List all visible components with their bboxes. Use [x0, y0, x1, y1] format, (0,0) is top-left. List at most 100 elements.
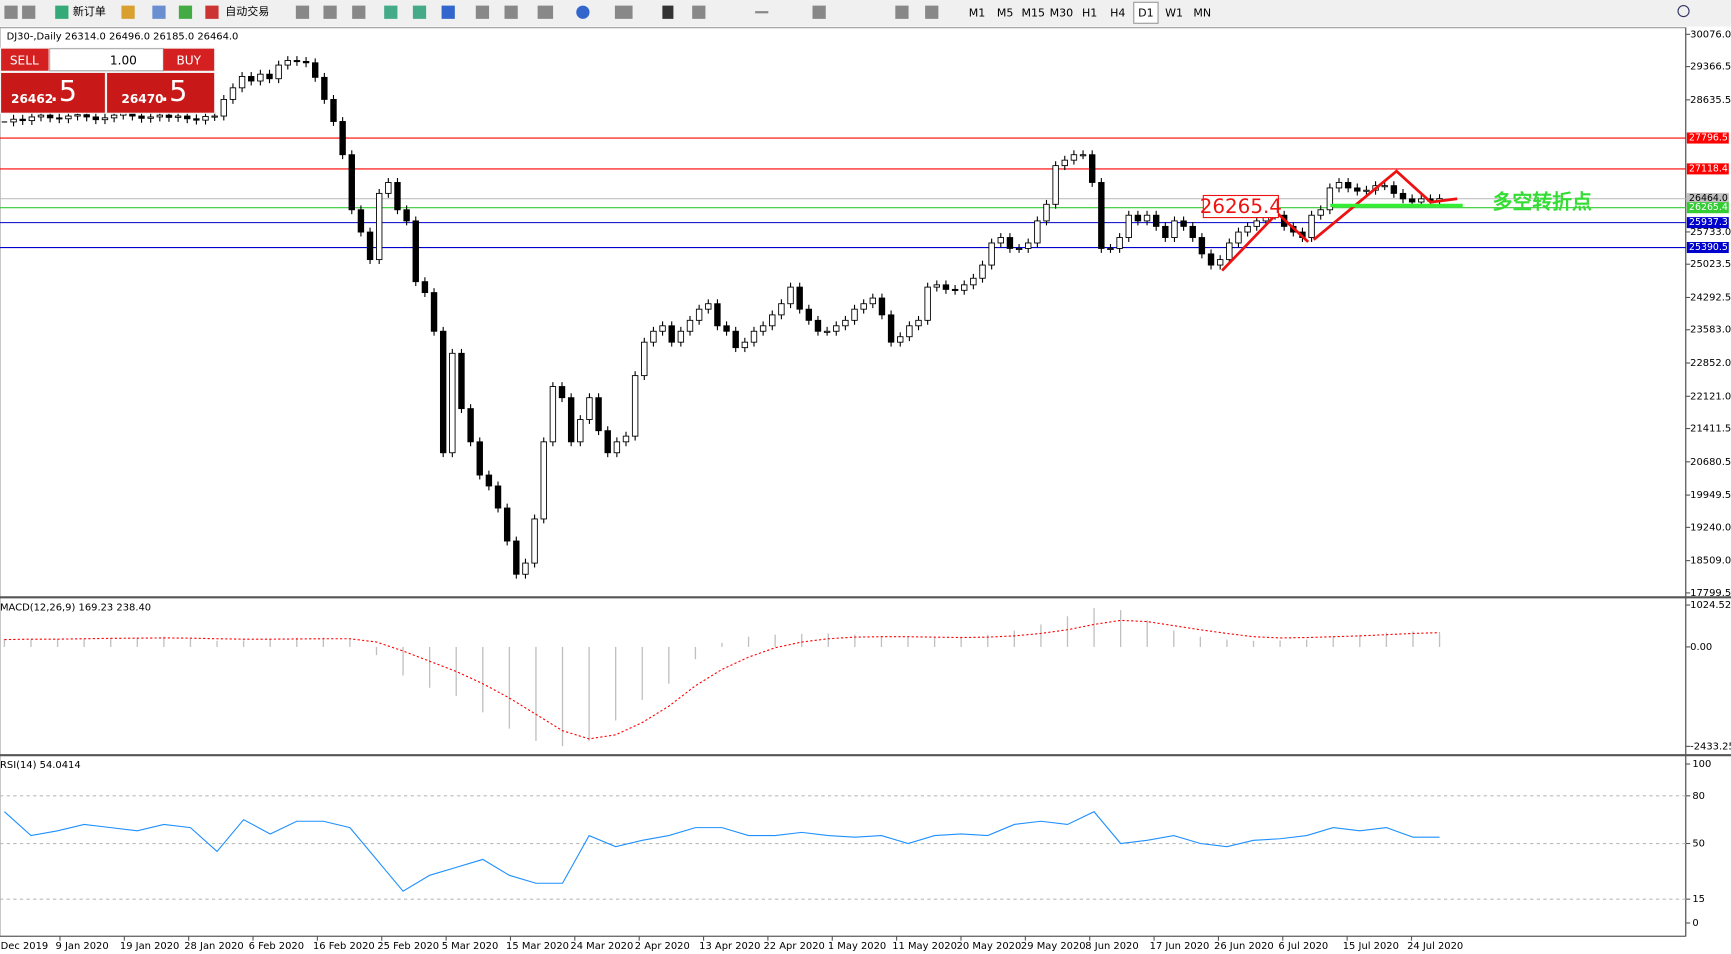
candle	[1226, 242, 1233, 261]
candle	[759, 325, 767, 332]
y-tick-label: 30076.0	[1690, 29, 1731, 40]
auto-trading[interactable]: 自动交易	[225, 4, 269, 18]
candle	[933, 284, 941, 288]
icon[interactable]	[441, 5, 455, 19]
icon[interactable]	[614, 5, 633, 19]
candle	[439, 330, 447, 454]
candle	[942, 284, 950, 290]
candle	[348, 154, 355, 211]
candle	[796, 286, 803, 310]
icon[interactable]	[352, 5, 366, 19]
sell-label[interactable]: SELL	[10, 53, 39, 67]
icon[interactable]	[412, 5, 427, 19]
icon[interactable]	[475, 5, 490, 19]
candle	[961, 284, 968, 291]
icon[interactable]	[22, 5, 36, 19]
icon[interactable]	[4, 5, 18, 19]
lot-value[interactable]: 1.00	[110, 53, 137, 67]
y-tick-label: 25023.5	[1690, 259, 1731, 270]
icon[interactable]	[121, 5, 135, 19]
sell-price-box[interactable]	[1, 72, 105, 113]
candle	[74, 114, 81, 117]
icon[interactable]	[152, 5, 166, 19]
annotation-text: 多空转折点	[1493, 191, 1592, 214]
sell-button[interactable]	[1, 48, 49, 71]
y-tick-label: 22121.0	[1690, 391, 1731, 402]
x-tick-label: 19 Jan 2020	[120, 941, 179, 952]
icon[interactable]	[692, 5, 706, 19]
rsi-title: RSI(14) 54.0414	[0, 760, 81, 771]
timeframe[interactable]: M15	[1022, 6, 1046, 19]
level-label: 26464.0	[1689, 193, 1728, 204]
icon[interactable]	[384, 5, 398, 19]
icon[interactable]	[812, 5, 826, 19]
lot-input[interactable]	[49, 48, 164, 72]
y-tick-label: 17799.5	[1690, 588, 1731, 599]
y-tick-label: 19949.5	[1690, 490, 1731, 501]
candle	[37, 114, 45, 118]
timeframe[interactable]: M5	[997, 6, 1014, 19]
trade-panel: SELL 1.00 BUY 26462 .5 26470 .5	[0, 47, 216, 114]
candle	[1116, 237, 1123, 249]
candle	[979, 264, 986, 279]
rsi-tick-label: 100	[1692, 759, 1711, 770]
timeframe[interactable]: H4	[1110, 6, 1125, 19]
icon[interactable]	[178, 5, 193, 19]
icon[interactable]	[895, 5, 909, 19]
icon[interactable]	[576, 5, 590, 19]
buy-fraction[interactable]: .5	[160, 74, 187, 108]
y-tick-label: 19240.0	[1690, 522, 1731, 533]
candle	[1235, 231, 1242, 244]
timeframe[interactable]: W1	[1165, 6, 1183, 19]
candle	[174, 115, 182, 118]
icon[interactable]	[662, 5, 674, 19]
buy-price-box[interactable]	[107, 72, 215, 113]
search-icon[interactable]	[1677, 5, 1690, 18]
x-tick-label: 6 Jul 2020	[1278, 941, 1328, 952]
icon[interactable]	[537, 5, 554, 19]
timeframe[interactable]: M30	[1050, 6, 1074, 19]
icon[interactable]	[323, 5, 337, 19]
macd-title: MACD(12,26,9) 169.23 238.40	[0, 602, 151, 613]
candle	[1015, 248, 1023, 250]
candle	[165, 114, 173, 118]
candle	[494, 485, 502, 509]
rsi-tick-label: 80	[1692, 791, 1705, 802]
candle	[586, 397, 593, 420]
icon[interactable]	[295, 5, 310, 19]
timeframe[interactable]: D1	[1138, 6, 1154, 19]
candle	[915, 319, 922, 327]
buy-label[interactable]: BUY	[176, 53, 201, 67]
candle	[211, 115, 218, 118]
candle	[284, 60, 291, 66]
icon[interactable]	[755, 11, 769, 14]
sell-fraction[interactable]: .5	[50, 74, 77, 108]
candle	[46, 114, 54, 119]
buy-price[interactable]: 26470	[121, 92, 163, 106]
candle	[312, 62, 319, 78]
candle	[769, 314, 776, 327]
timeframe[interactable]: H1	[1082, 6, 1097, 19]
candle	[1390, 185, 1398, 194]
timeframe[interactable]: M1	[969, 6, 986, 19]
sell-price[interactable]: 26462	[11, 92, 53, 106]
candle	[951, 288, 959, 291]
candle	[1381, 185, 1388, 188]
icon[interactable]	[205, 5, 219, 19]
candle	[1061, 159, 1068, 167]
candle	[1399, 192, 1407, 200]
icon[interactable]	[925, 5, 939, 19]
x-tick-label: 13 Apr 2020	[699, 941, 760, 952]
candle	[1006, 237, 1014, 249]
new-order[interactable]: 新订单	[73, 4, 106, 18]
candle	[366, 231, 374, 261]
timeframe[interactable]: MN	[1193, 6, 1211, 19]
icon[interactable]	[504, 5, 518, 19]
rsi-tick-label: 15	[1692, 894, 1705, 905]
buy-button[interactable]	[163, 48, 215, 71]
candle	[275, 64, 282, 80]
candle	[56, 117, 63, 120]
candle	[595, 397, 602, 432]
icon[interactable]	[55, 5, 69, 19]
candle	[1107, 248, 1114, 250]
